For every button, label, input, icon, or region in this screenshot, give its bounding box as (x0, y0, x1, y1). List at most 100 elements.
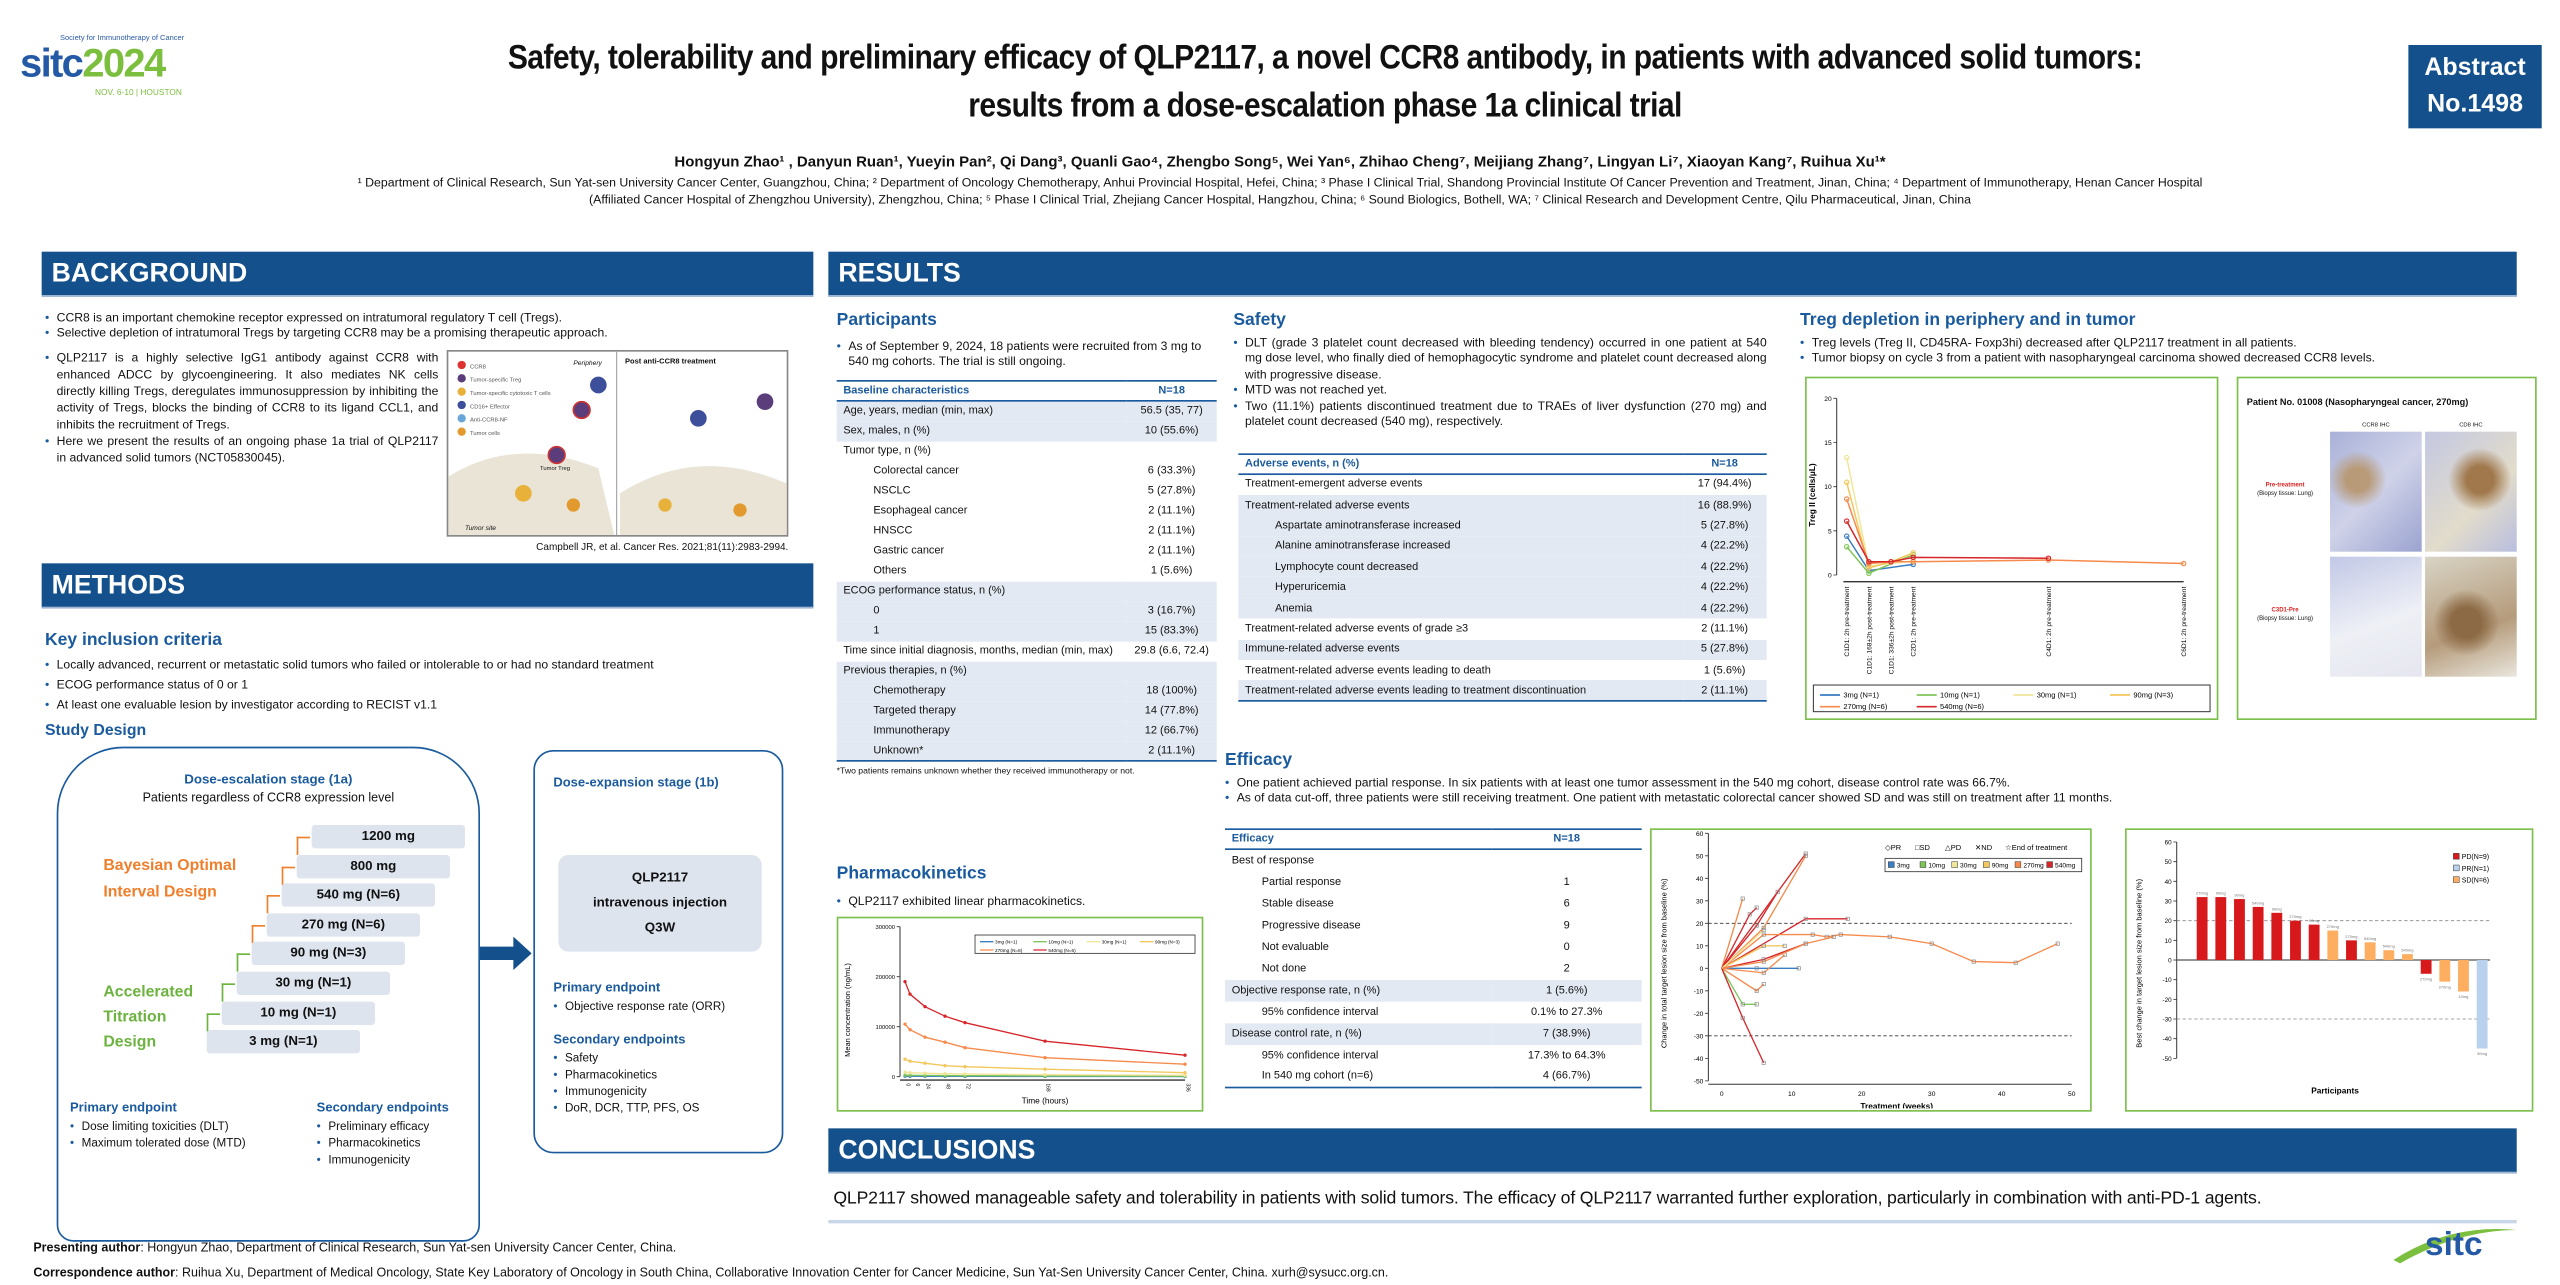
row-label: Partial response (1225, 871, 1492, 893)
legend-swatch (1983, 862, 1989, 868)
x-tick-label: 20 (1858, 1091, 1866, 1098)
dose-step: 800 mg (297, 854, 450, 877)
y-tick-label: 10 (1696, 943, 1704, 950)
y-tick-label: 100000 (876, 1025, 896, 1031)
bar-label: 90mg (2272, 906, 2282, 911)
efficacy-bullet: As of data cut-off, three patients were … (1225, 791, 2542, 807)
row-value: 5 (27.8%) (1127, 481, 1217, 501)
symbol-legend-label: ◇PR (1885, 843, 1902, 852)
bar (2290, 921, 2301, 960)
row-label: Hyperuricemia (1238, 577, 1682, 598)
row-label: Disease control rate, n (%) (1225, 1023, 1492, 1045)
treg-title: Treg depletion in periphery and in tumor (1800, 310, 2135, 330)
row-value (1492, 849, 1642, 871)
presenting-label: Presenting author (33, 1240, 140, 1255)
row-value: 7 (38.9%) (1492, 1023, 1642, 1045)
y-tick-label: -50 (2163, 1056, 2173, 1063)
primary-endpoint-item: Maximum tolerated dose (MTD) (70, 1137, 246, 1154)
expansion-secondary-item: Safety (553, 1052, 778, 1069)
bar-label: 270mg (2327, 924, 2339, 929)
bar (2253, 907, 2264, 960)
row-value: 15 (83.3%) (1127, 621, 1217, 641)
dose-step: 1200 mg (312, 825, 465, 848)
symbol-legend-label: △PD (1945, 843, 1962, 852)
y-tick-label: -30 (2163, 1017, 2173, 1024)
row-label: NSCLC (837, 481, 1127, 501)
spider-chart-box: Change in total target lesion size from … (1650, 828, 2092, 1111)
header-n: N=18 (1492, 829, 1642, 849)
row-label: 0 (837, 601, 1127, 621)
row-label: 95% confidence interval (1225, 1001, 1492, 1023)
expansion-secondary-title: Secondary endpoints (553, 1032, 778, 1049)
background-bullet: Selective depletion of intratumoral Treg… (45, 326, 815, 342)
x-axis-label: Time (hours) (1022, 1095, 1069, 1105)
data-point (963, 1021, 966, 1024)
data-point (1183, 1054, 1186, 1057)
bar-label: 90mg (2216, 891, 2226, 896)
row-label: Treatment-related adverse events leading… (1238, 681, 1682, 702)
legend-label: 3mg (N=1) (995, 940, 1018, 945)
ihc-col-ccr8: CCR8 IHC (2330, 422, 2422, 429)
row-label: Best of response (1225, 849, 1492, 871)
legend-swatch (1952, 862, 1958, 868)
waterfall-chart: Best change in target lesion size from b… (2127, 830, 2530, 1108)
x-tick-label: 6 (914, 1083, 920, 1086)
row-value: 29.8 (6.6, 72.4) (1127, 641, 1217, 661)
ihc-col-cd8: CD8 IHC (2425, 422, 2517, 429)
y-tick-label: 20 (1696, 921, 1704, 928)
y-axis-label: Mean concentration (ng/mL) (843, 963, 852, 1057)
escalation-title: Dose-escalation stage (1a) (57, 772, 480, 787)
row-value (1127, 581, 1217, 601)
ihc-row-pre-sub: (Biopsy tissue: Lung) (2243, 490, 2326, 498)
x-tick-label: 168 (1045, 1083, 1051, 1092)
logo-date: NOV. 6-10 | HOUSTON (95, 88, 187, 98)
bar-label: 540mg (2401, 948, 2413, 953)
row-value: 0 (1492, 936, 1642, 958)
row-value: 2 (11.1%) (1127, 521, 1217, 541)
dose-step: 3 mg (N=1) (207, 1030, 360, 1053)
y-tick-label: 200000 (876, 975, 896, 981)
presenting-text: : Hongyun Zhao, Department of Clinical R… (140, 1240, 676, 1255)
expansion-title: Dose-expansion stage (1b) (553, 775, 718, 790)
legend-swatch (2015, 862, 2021, 868)
y-tick-label: -50 (1694, 1078, 1704, 1085)
baseline-footnote: *Two patients remains unknown whether th… (837, 767, 1217, 777)
row-label: HNSCC (837, 521, 1127, 541)
atd-label: Titration (103, 1005, 193, 1030)
data-point (943, 1072, 946, 1075)
inclusion-item: Locally advanced, recurrent or metastati… (45, 655, 815, 675)
row-label: Others (837, 561, 1127, 581)
row-label: Anemia (1238, 598, 1682, 619)
bar-label: 270mg (2345, 934, 2357, 939)
row-value: 1 (5.6%) (1683, 660, 1767, 681)
legend-swatch (1888, 862, 1894, 868)
series-line (1722, 935, 2058, 969)
citation: Campbell JR, et al. Cancer Res. 2021;81(… (447, 543, 789, 553)
legend-swatch (2453, 877, 2459, 883)
y-tick-label: 0 (1700, 966, 1704, 973)
affiliations: ¹ Department of Clinical Research, Sun Y… (0, 175, 2560, 208)
bar (2327, 931, 2338, 961)
row-value: 10 (55.6%) (1127, 421, 1217, 441)
data-point (1183, 1063, 1186, 1066)
row-label: Treatment-emergent adverse events (1238, 474, 1682, 495)
series-line (1722, 854, 1806, 969)
header-n: N=18 (1127, 381, 1217, 401)
legend-label: 10mg (N=1) (1940, 691, 1980, 700)
bar-label: 270mg (2420, 976, 2432, 981)
row-value: 2 (11.1%) (1127, 541, 1217, 561)
table-row: Tumor type, n (%) (837, 441, 1217, 461)
row-value: 1 (1492, 871, 1642, 893)
dose-step: 540 mg (N=6) (282, 884, 435, 907)
row-label: Not done (1225, 958, 1492, 980)
series-line (1847, 521, 2049, 562)
y-tick-label: 300000 (876, 925, 896, 931)
